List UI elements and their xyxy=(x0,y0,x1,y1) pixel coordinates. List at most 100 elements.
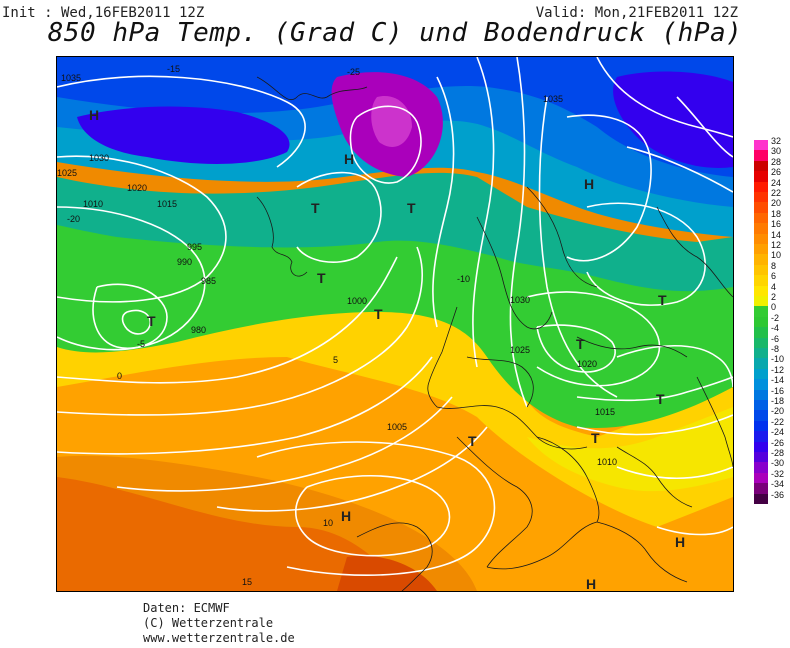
isobar-line xyxy=(472,57,495,368)
legend-label: -10 xyxy=(771,354,785,365)
low-pressure-marker: T xyxy=(656,391,665,407)
low-pressure-marker: T xyxy=(468,433,477,449)
legend-swatch xyxy=(754,233,768,245)
legend-swatch xyxy=(754,420,768,432)
country-border xyxy=(536,436,600,523)
isobar-line xyxy=(216,426,488,512)
credit-data-source: Daten: ECMWF xyxy=(143,601,230,615)
legend-swatch xyxy=(754,171,768,182)
legend-swatch xyxy=(754,452,768,463)
isobar-label: 1010 xyxy=(597,457,617,467)
weather-map: 1035 1030 1025 1020 1015 1010 1005 1000 … xyxy=(56,56,734,592)
legend-swatch xyxy=(754,389,768,401)
temp-label: -5 xyxy=(137,339,145,349)
isobar-label: 980 xyxy=(191,325,206,335)
legend-swatch xyxy=(754,431,768,442)
isobar-line xyxy=(676,96,733,158)
legend-label: 28 xyxy=(771,156,782,167)
init-time: Init : Wed,16FEB2011 12Z xyxy=(2,5,205,21)
isobar-label: 1005 xyxy=(387,422,407,432)
isobar-line xyxy=(57,256,398,384)
isobar-line xyxy=(566,114,652,262)
legend-label: -32 xyxy=(771,468,785,479)
legend-swatch xyxy=(754,212,768,224)
coastline xyxy=(486,521,598,570)
country-border xyxy=(576,336,688,358)
legend-label: -26 xyxy=(771,437,785,448)
legend-label: -16 xyxy=(771,385,785,396)
legend-swatch xyxy=(754,181,768,193)
pressure-centers: H H H H H H T T T T T T T T T T xyxy=(89,107,685,591)
temp-band-yellow xyxy=(57,295,733,527)
legend-swatch xyxy=(754,306,768,318)
isobar-line xyxy=(57,246,423,416)
isobar-label: 1025 xyxy=(57,168,77,178)
coastline xyxy=(476,216,553,330)
legend-label: -30 xyxy=(771,458,785,469)
temp-band-lightyellow xyxy=(527,407,733,492)
legend-label: -20 xyxy=(771,406,785,417)
legend-swatch xyxy=(754,337,768,349)
isobar-label: 1000 xyxy=(347,296,367,306)
low-pressure-marker: T xyxy=(407,200,416,216)
legend-swatch xyxy=(754,275,768,286)
isobar-line xyxy=(576,414,733,436)
isobar-line xyxy=(256,441,496,576)
temp-label: 10 xyxy=(323,518,333,528)
coastline xyxy=(356,522,433,591)
legend-swatch xyxy=(754,296,768,307)
isobar-label: 1015 xyxy=(595,407,615,417)
low-pressure-marker: T xyxy=(147,313,156,329)
isobar-label: 1020 xyxy=(577,359,597,369)
coastline xyxy=(616,446,693,508)
legend-label: -8 xyxy=(771,344,780,354)
legend-swatch xyxy=(754,327,768,338)
legend-label: 16 xyxy=(771,219,782,230)
legend-label: -4 xyxy=(771,323,780,334)
temp-label: -25 xyxy=(347,67,360,77)
temp-label: -10 xyxy=(457,274,470,284)
isobar-line xyxy=(121,309,152,335)
isobar-line xyxy=(576,376,733,402)
legend-label: 26 xyxy=(771,167,782,178)
legend-label: 18 xyxy=(771,208,782,219)
low-pressure-marker: T xyxy=(658,292,667,308)
temperature-labels: -25 -20 -15 -10 -5 0 5 10 15 xyxy=(67,64,470,587)
legend-label: 32 xyxy=(771,136,782,146)
high-pressure-marker: H xyxy=(341,508,351,524)
legend-label: 12 xyxy=(771,240,782,250)
legend-swatch xyxy=(754,358,768,370)
legend-swatch xyxy=(754,202,768,214)
low-pressure-marker: T xyxy=(311,200,320,216)
legend-swatch xyxy=(754,223,768,234)
legend-label: -12 xyxy=(771,364,785,375)
isobar-line xyxy=(538,96,618,398)
temp-label: 5 xyxy=(333,355,338,365)
credit-website: www.wetterzentrale.de xyxy=(143,631,295,645)
isobar-line xyxy=(509,57,528,408)
country-border xyxy=(656,206,733,298)
map-canvas: 1035 1030 1025 1020 1015 1010 1005 1000 … xyxy=(57,57,733,591)
legend-label: 14 xyxy=(771,229,782,240)
valid-time: Valid: Mon,21FEB2011 12Z xyxy=(535,5,738,21)
isobar-line xyxy=(586,202,706,306)
legend-swatch xyxy=(754,379,768,390)
isobar-label: 1020 xyxy=(127,183,147,193)
coastline xyxy=(596,521,688,583)
high-pressure-marker: H xyxy=(344,151,354,167)
isobar-line xyxy=(616,345,733,388)
temp-label: -15 xyxy=(167,64,180,74)
legend-label: 20 xyxy=(771,198,782,209)
coastline xyxy=(456,436,533,568)
coastline xyxy=(436,405,588,450)
temp-label: 15 xyxy=(242,577,252,587)
high-pressure-marker: H xyxy=(586,576,596,591)
legend-label: -28 xyxy=(771,448,785,458)
coastlines xyxy=(256,76,733,591)
isobar-label: 1015 xyxy=(157,199,177,209)
isobar-label: 1035 xyxy=(61,73,81,83)
isobar-line xyxy=(349,105,422,184)
high-pressure-marker: H xyxy=(89,107,99,123)
isobar-line xyxy=(616,466,733,480)
temp-label: 0 xyxy=(117,371,122,381)
